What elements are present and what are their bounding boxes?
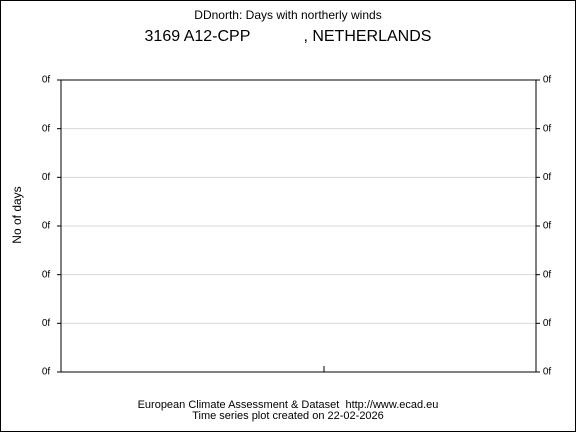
chart-title: DDnorth: Days with northerly winds: [194, 8, 381, 22]
y-axis-label: No of days: [10, 186, 24, 243]
y2-tick-label: 0f: [543, 318, 552, 329]
chart-subtitle: 3169 A12-CPP , NETHERLANDS: [145, 28, 432, 45]
footer: Time series plot created on 22-02-2026: [192, 410, 384, 422]
y-tick-label: 0f: [42, 367, 51, 378]
y-tick-label: 0f: [42, 123, 51, 134]
y2-tick-label: 0f: [543, 367, 552, 378]
y-tick-label: 0f: [42, 221, 51, 232]
y2-tick-label: 0f: [543, 172, 552, 183]
y-tick-label: 0f: [42, 318, 51, 329]
y2-tick-label: 0f: [543, 75, 552, 86]
footer: European Climate Assessment & Dataset ht…: [138, 399, 439, 411]
y-tick-label: 0f: [42, 269, 51, 280]
y-tick-label: 0f: [42, 172, 51, 183]
plot-area: [60, 79, 537, 373]
y-tick-label: 0f: [42, 75, 51, 86]
y2-tick-label: 0f: [543, 221, 552, 232]
y2-tick-label: 0f: [543, 123, 552, 134]
y2-tick-label: 0f: [543, 269, 552, 280]
